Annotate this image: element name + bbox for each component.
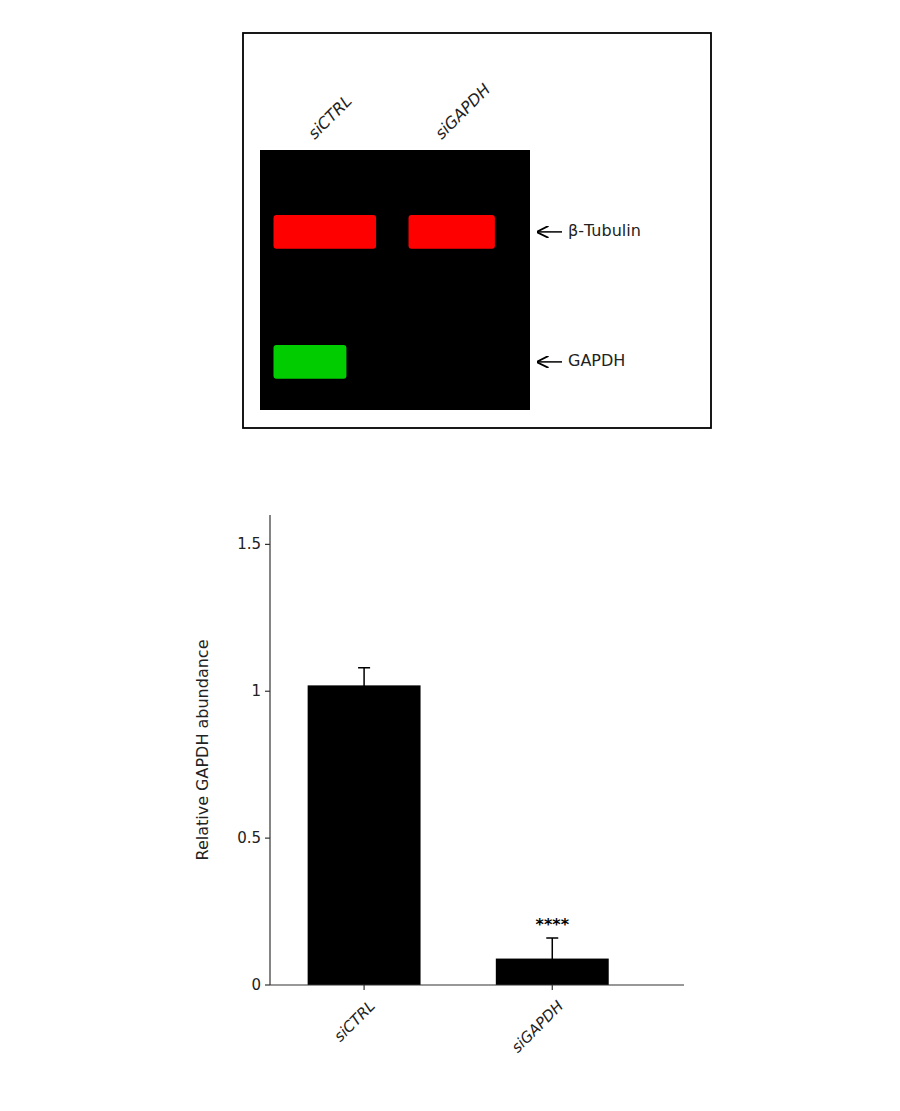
- x-tick: [363, 985, 364, 990]
- y-tick: [265, 544, 270, 545]
- x-tick-label: siCTRL: [330, 997, 378, 1045]
- error-bar: [358, 668, 370, 703]
- bar: [308, 685, 421, 985]
- y-tick-label: 1.5: [237, 535, 261, 553]
- lane-label: siGAPDH: [431, 80, 494, 143]
- gel: [260, 150, 530, 410]
- annotation: β-Tubulin: [568, 221, 641, 240]
- gel-band: [274, 215, 377, 249]
- significance-label: ****: [536, 915, 570, 934]
- lane-label: siCTRL: [304, 91, 355, 142]
- x-tick: [552, 985, 553, 990]
- annotation-arrow: [538, 361, 562, 363]
- gel-band: [409, 215, 495, 249]
- x-tick-label: siGAPDH: [508, 997, 567, 1056]
- y-axis-label: Relative GAPDH abundance: [193, 639, 212, 860]
- y-tick-label: 0.5: [237, 829, 261, 847]
- y-tick: [265, 691, 270, 692]
- gel-band: [274, 345, 347, 379]
- annotation-arrow: [538, 231, 562, 233]
- error-bar: [546, 938, 558, 979]
- annotation: GAPDH: [568, 351, 625, 370]
- blot-box: [243, 33, 711, 428]
- y-tick: [265, 984, 270, 985]
- y-tick-label: 1: [251, 682, 261, 700]
- x-axis-line: [270, 984, 684, 985]
- y-tick-label: 0: [251, 976, 261, 994]
- y-tick: [265, 838, 270, 839]
- y-axis-line: [269, 515, 270, 985]
- plot-area: [308, 668, 609, 985]
